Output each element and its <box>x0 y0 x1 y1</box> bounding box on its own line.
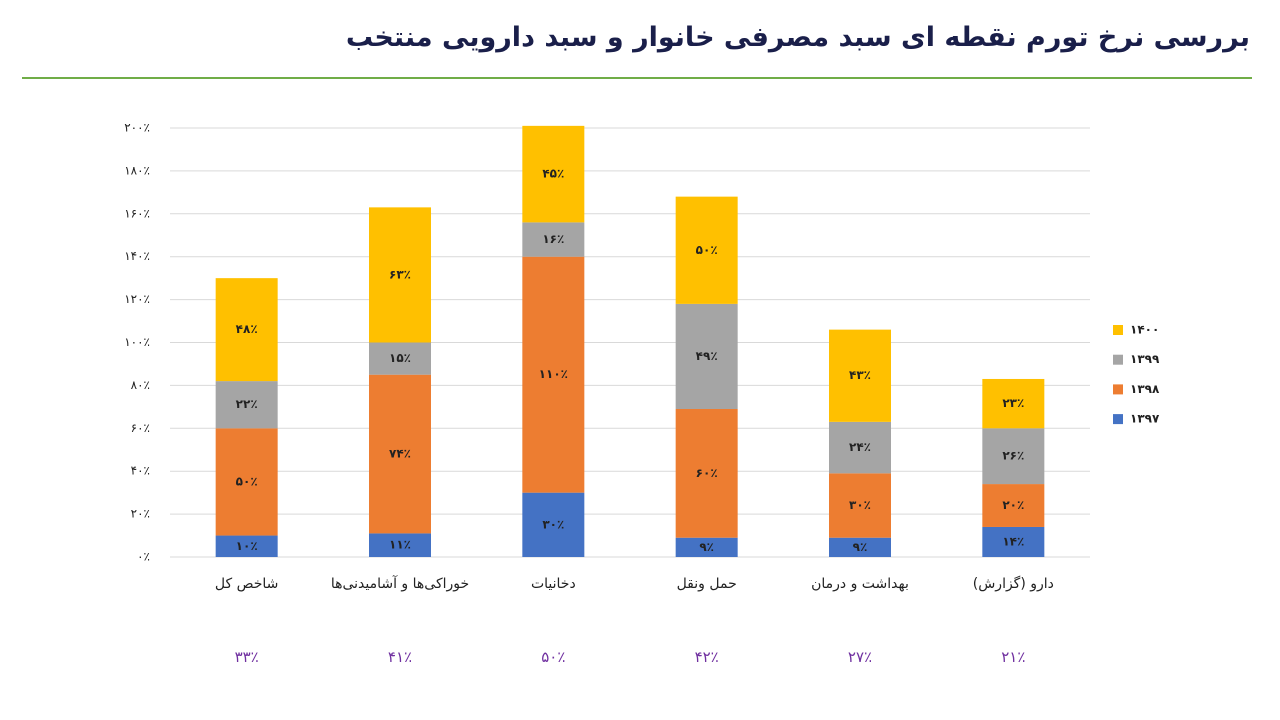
bar-segment <box>982 378 1045 429</box>
bar-segment <box>829 421 891 474</box>
y-tick-label: ۴۰٪ <box>131 464 150 478</box>
bar-segment <box>369 374 431 534</box>
legend-swatch <box>1113 414 1123 425</box>
annotation: ۳۳٪ <box>234 648 259 666</box>
y-tick-label: ۱۶۰٪ <box>124 206 150 220</box>
bar-segment <box>982 428 1045 485</box>
annotation: ۵۰٪ <box>541 648 566 666</box>
value-label: ۷۴٪ <box>389 447 411 461</box>
value-label: ۵۰٪ <box>696 243 718 257</box>
title-rule <box>22 77 1252 79</box>
y-tick-label: ۲۰۰٪ <box>124 121 150 135</box>
bar-segment <box>369 342 431 375</box>
value-label: ۶۰٪ <box>696 466 718 480</box>
bar-segment <box>369 207 431 343</box>
y-tick-label: ۱۸۰٪ <box>124 163 150 177</box>
legend-label: ۱۳۹۸ <box>1130 382 1160 396</box>
x-tick-label: دارو (گزارش) <box>972 576 1054 592</box>
value-label: ۴۸٪ <box>236 322 258 336</box>
value-label: ۲۳٪ <box>1002 396 1024 410</box>
x-tick-label: خوراکی‌ها و آشامیدنی‌ها <box>330 576 470 592</box>
bar-segment <box>675 537 738 557</box>
value-label: ۳۰٪ <box>542 517 564 531</box>
y-tick-label: ۱۰۰٪ <box>124 335 150 349</box>
bar-segment <box>215 428 278 536</box>
y-tick-label: ۸۰٪ <box>131 378 150 392</box>
legend-swatch <box>1113 325 1123 335</box>
value-label: ۴۵٪ <box>542 167 564 181</box>
y-tick-label: ۰٪ <box>137 550 150 564</box>
y-tick-label: ۱۲۰٪ <box>124 292 150 306</box>
value-label: ۵۰٪ <box>236 474 258 488</box>
annotation: ۲۱٪ <box>1001 648 1026 666</box>
annotation: ۴۱٪ <box>387 648 413 666</box>
value-label: ۲۰٪ <box>1002 498 1024 512</box>
value-label: ۱۰٪ <box>236 539 258 553</box>
annotation: ۴۲٪ <box>694 648 719 666</box>
value-label: ۹٪ <box>853 540 868 554</box>
bar-segment <box>675 408 738 538</box>
legend-label: ۱۴۰۰ <box>1130 323 1159 337</box>
x-tick-label: دخانیات <box>530 576 576 592</box>
bar-segment <box>369 533 431 557</box>
bar-segment <box>982 526 1045 557</box>
y-tick-label: ۶۰٪ <box>131 421 150 435</box>
value-label: ۲۲٪ <box>236 397 258 411</box>
bar-segment <box>522 492 585 557</box>
chart-title: بررسی نرخ تورم نقطه ای سبد مصرفی خانوار … <box>345 22 1250 53</box>
value-label: ۱۴٪ <box>1002 534 1024 548</box>
bar-segment <box>522 125 585 223</box>
legend-swatch <box>1113 384 1123 395</box>
value-label: ۱۱٪ <box>389 538 411 552</box>
value-label: ۹٪ <box>699 540 714 554</box>
bar-segment <box>215 535 278 557</box>
value-label: ۶۳٪ <box>389 267 411 281</box>
bar-segment <box>522 256 585 493</box>
value-label: ۴۳٪ <box>849 368 871 382</box>
bar-segment <box>215 278 278 382</box>
value-label: ۱۵٪ <box>389 351 411 365</box>
bar-segment <box>522 222 585 257</box>
y-tick-label: ۱۴۰٪ <box>124 249 150 263</box>
annotation: ۲۷٪ <box>847 648 873 666</box>
bar-segment <box>829 473 891 538</box>
x-tick-label: بهداشت و درمان <box>811 576 909 592</box>
y-tick-label: ۲۰٪ <box>131 507 150 521</box>
value-label: ۳۰٪ <box>849 498 871 512</box>
x-tick-label: شاخص کل <box>214 576 279 592</box>
legend-label: ۱۳۹۹ <box>1130 352 1160 366</box>
value-label: ۴۹٪ <box>696 349 718 363</box>
bar-segment <box>829 329 891 422</box>
x-tick-label: حمل ونقل <box>676 576 737 592</box>
bar-segment <box>675 303 738 409</box>
bar-segment <box>982 484 1045 527</box>
bar-segment <box>675 196 738 304</box>
value-label: ۲۴٪ <box>849 440 871 454</box>
value-label: ۱۱۰٪ <box>539 367 568 381</box>
legend-swatch <box>1113 354 1123 365</box>
bar-segment <box>829 537 891 557</box>
legend-label: ۱۳۹۷ <box>1130 412 1160 426</box>
bar-segment <box>215 381 278 429</box>
value-label: ۲۶٪ <box>1002 449 1024 463</box>
value-label: ۱۶٪ <box>542 232 564 246</box>
